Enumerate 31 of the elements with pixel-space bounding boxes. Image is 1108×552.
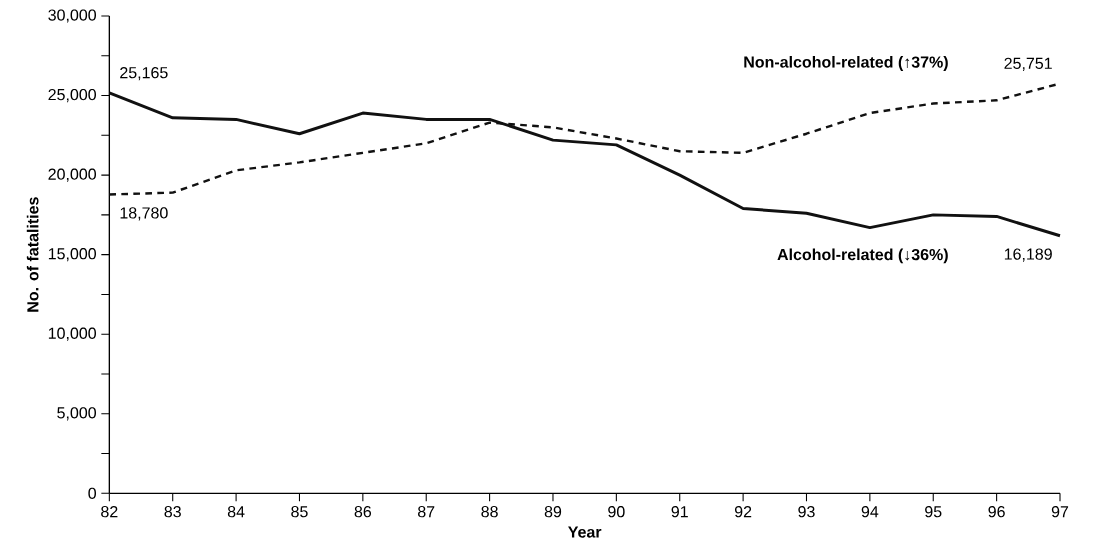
x-axis-title: Year — [568, 526, 602, 538]
data-label: 18,780 — [120, 207, 168, 221]
x-tick-label: 96 — [988, 506, 1005, 518]
x-tick-label: 89 — [544, 506, 562, 518]
x-tick-label: 84 — [227, 506, 245, 518]
x-tick-label: 91 — [671, 506, 688, 518]
y-tick-label: 25,000 — [48, 88, 97, 103]
y-tick-label: 0 — [88, 487, 97, 499]
y-tick-label: 30,000 — [48, 9, 97, 23]
series-label: Non-alcohol-related (↑37%) — [744, 55, 948, 71]
x-tick-label: 90 — [608, 506, 625, 518]
data-label: 16,189 — [1004, 248, 1052, 262]
x-tick-label: 87 — [418, 506, 435, 518]
x-tick-label: 92 — [734, 506, 752, 518]
data-label: 25,165 — [120, 67, 168, 81]
x-tick-label: 88 — [481, 506, 498, 518]
y-tick-label: 20,000 — [48, 168, 97, 182]
x-tick-label: 93 — [798, 506, 815, 518]
x-tick-label: 95 — [925, 506, 942, 518]
x-tick-label: 85 — [291, 506, 308, 518]
x-tick-label: 83 — [164, 506, 181, 518]
y-tick-label: 15,000 — [48, 248, 97, 262]
y-tick-label: 10,000 — [48, 327, 97, 341]
data-label: 25,751 — [1004, 57, 1052, 71]
x-tick-label: 82 — [101, 506, 118, 518]
y-axis-title: No. of fatalities — [26, 197, 39, 312]
x-tick-label: 97 — [1051, 506, 1069, 518]
x-tick-label: 86 — [354, 506, 372, 518]
series-label: Alcohol-related (↓36%) — [777, 248, 948, 264]
x-tick-label: 94 — [861, 506, 879, 518]
y-tick-label: 5,000 — [57, 407, 97, 421]
